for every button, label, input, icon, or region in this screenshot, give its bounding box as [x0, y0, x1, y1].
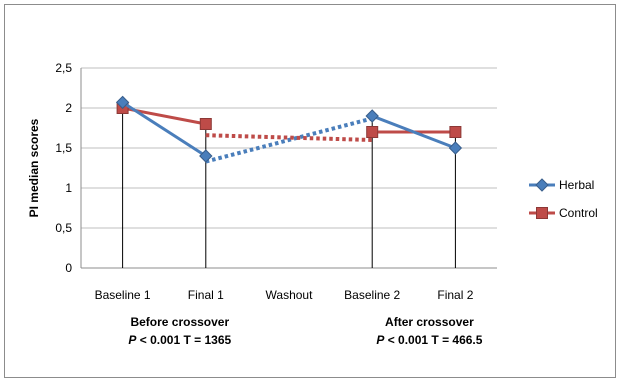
washout-connectors: [205, 116, 373, 164]
data-point: [449, 126, 462, 138]
annotation-title: Before crossover: [130, 315, 229, 329]
x-tick-label: Final 1: [188, 288, 224, 302]
y-tick-label: 0,5: [55, 221, 72, 235]
data-point: [448, 141, 463, 155]
legend-marker: [536, 207, 548, 219]
legend-label: Herbal: [559, 178, 594, 192]
legend-marker: [535, 178, 549, 192]
vertical-drop-lines: [122, 102, 456, 268]
legend: Herbal Control: [529, 178, 598, 220]
y-axis-label: PI median scores: [27, 118, 41, 217]
y-tick-label: 1: [65, 181, 72, 195]
data-point: [365, 109, 379, 123]
chart-frame: [4, 4, 616, 378]
legend-item-herbal: Herbal: [529, 178, 594, 192]
x-tick-label: Washout: [266, 288, 314, 302]
data-point: [199, 118, 212, 130]
y-tick-label: 0: [65, 261, 72, 275]
x-tick-label: Baseline 2: [344, 288, 400, 302]
x-tick-label: Final 2: [437, 288, 473, 302]
washout-connector-control: [205, 133, 373, 142]
series-herbal: [115, 95, 463, 163]
y-tick-label: 2: [65, 101, 72, 115]
annotation-stats: P < 0.001 T = 466.5: [376, 333, 482, 347]
x-axis-ticks: Baseline 1 Final 1 Washout Baseline 2 Final …: [95, 288, 474, 302]
legend-label: Control: [559, 206, 598, 220]
series-line: [371, 114, 456, 150]
legend-item-control: Control: [529, 206, 598, 220]
annotations: Before crossover P < 0.001 T = 1365 After …: [128, 315, 482, 347]
gridlines: [80, 67, 497, 269]
data-point: [366, 126, 379, 138]
series-line: [121, 101, 207, 158]
data-point: [199, 149, 213, 163]
y-tick-label: 2,5: [55, 61, 72, 75]
y-axis-ticks: 0 0,5 1 1,5 2 2,5: [55, 61, 72, 275]
x-tick-label: Baseline 1: [95, 288, 151, 302]
series-layer: [115, 95, 463, 163]
y-tick-label: 1,5: [55, 141, 72, 155]
data-point: [115, 95, 130, 110]
annotation-title: After crossover: [385, 315, 474, 329]
annotation-stats: P < 0.001 T = 1365: [128, 333, 231, 347]
washout-connector-herbal: [205, 116, 373, 164]
